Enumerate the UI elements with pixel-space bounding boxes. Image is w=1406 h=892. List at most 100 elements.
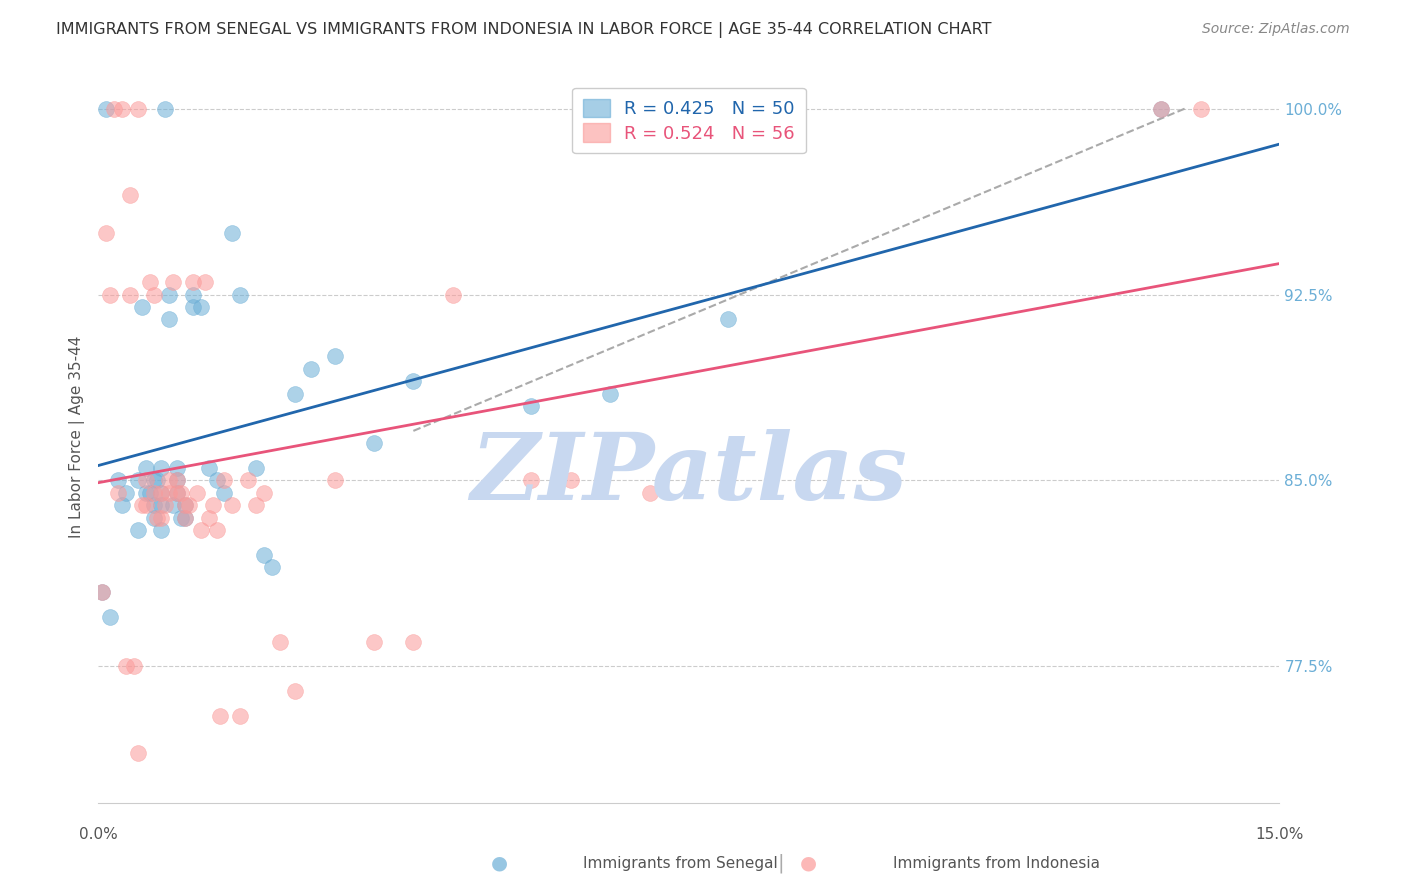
Point	[717, 312, 740, 326]
Text: Immigrants from Indonesia: Immigrants from Indonesia	[893, 856, 1099, 871]
Point	[323, 350, 346, 364]
Point	[91, 585, 114, 599]
Point	[174, 510, 197, 524]
Point	[122, 659, 145, 673]
Point	[174, 498, 197, 512]
Point	[118, 287, 141, 301]
Legend: R = 0.425   N = 50, R = 0.524   N = 56: R = 0.425 N = 50, R = 0.524 N = 56	[572, 87, 806, 153]
Point	[142, 498, 165, 512]
Point	[194, 275, 217, 289]
Point	[135, 461, 157, 475]
Point	[135, 498, 157, 512]
Point	[111, 102, 134, 116]
Point	[402, 374, 425, 388]
Point	[166, 486, 188, 500]
Point	[142, 287, 165, 301]
Point	[260, 560, 283, 574]
Point	[214, 474, 236, 488]
Point	[146, 474, 169, 488]
Point	[118, 188, 141, 202]
Point	[155, 498, 177, 512]
Point	[91, 585, 114, 599]
Point	[253, 486, 276, 500]
Point	[205, 474, 228, 488]
Point	[221, 498, 243, 512]
Point	[150, 510, 173, 524]
Point	[520, 474, 543, 488]
Point	[150, 523, 173, 537]
Text: 0.0%: 0.0%	[79, 827, 118, 841]
Point	[170, 510, 193, 524]
Point	[107, 486, 129, 500]
Point	[111, 498, 134, 512]
Point	[1150, 102, 1173, 116]
Point	[245, 461, 267, 475]
Point	[96, 226, 118, 240]
Point	[245, 498, 267, 512]
Point	[131, 498, 153, 512]
Point	[197, 510, 219, 524]
Point	[157, 486, 180, 500]
Point	[142, 510, 165, 524]
Point	[170, 486, 193, 500]
Point	[599, 386, 621, 401]
Point	[299, 362, 322, 376]
Point	[127, 102, 149, 116]
Point	[214, 486, 236, 500]
Point	[363, 634, 385, 648]
Point	[127, 746, 149, 760]
Point	[181, 287, 204, 301]
Point	[363, 436, 385, 450]
Point	[162, 498, 184, 512]
Text: ZIPatlas: ZIPatlas	[471, 429, 907, 518]
Point	[107, 474, 129, 488]
Point	[166, 486, 188, 500]
Point	[638, 486, 661, 500]
Point	[201, 498, 224, 512]
Point	[229, 287, 252, 301]
Point	[253, 548, 276, 562]
Point	[157, 474, 180, 488]
Point	[284, 684, 307, 698]
Text: Immigrants from Senegal: Immigrants from Senegal	[583, 856, 779, 871]
Point	[560, 474, 582, 488]
Point	[197, 461, 219, 475]
Point	[229, 709, 252, 723]
Point	[138, 275, 160, 289]
Point	[284, 386, 307, 401]
Point	[520, 399, 543, 413]
Point	[103, 102, 125, 116]
Point	[98, 287, 121, 301]
Point	[1189, 102, 1212, 116]
Point	[127, 523, 149, 537]
Point	[127, 474, 149, 488]
Point	[150, 498, 173, 512]
Text: ●: ●	[800, 854, 817, 873]
Point	[96, 102, 118, 116]
Point	[181, 300, 204, 314]
Point	[441, 287, 464, 301]
Point	[142, 474, 165, 488]
Point	[205, 523, 228, 537]
Point	[131, 300, 153, 314]
Point	[98, 610, 121, 624]
Point	[236, 474, 259, 488]
Point	[146, 510, 169, 524]
Point	[402, 634, 425, 648]
Text: Source: ZipAtlas.com: Source: ZipAtlas.com	[1202, 22, 1350, 37]
Point	[269, 634, 291, 648]
Point	[115, 659, 138, 673]
Point	[174, 510, 197, 524]
Point	[323, 474, 346, 488]
Point	[150, 461, 173, 475]
Text: 15.0%: 15.0%	[1256, 827, 1303, 841]
Point	[190, 300, 212, 314]
Point	[115, 486, 138, 500]
Y-axis label: In Labor Force | Age 35-44: In Labor Force | Age 35-44	[69, 336, 84, 538]
Text: ●: ●	[491, 854, 508, 873]
Point	[138, 486, 160, 500]
Text: IMMIGRANTS FROM SENEGAL VS IMMIGRANTS FROM INDONESIA IN LABOR FORCE | AGE 35-44 : IMMIGRANTS FROM SENEGAL VS IMMIGRANTS FR…	[56, 22, 991, 38]
Point	[186, 486, 208, 500]
Point	[177, 498, 200, 512]
Point	[135, 474, 157, 488]
